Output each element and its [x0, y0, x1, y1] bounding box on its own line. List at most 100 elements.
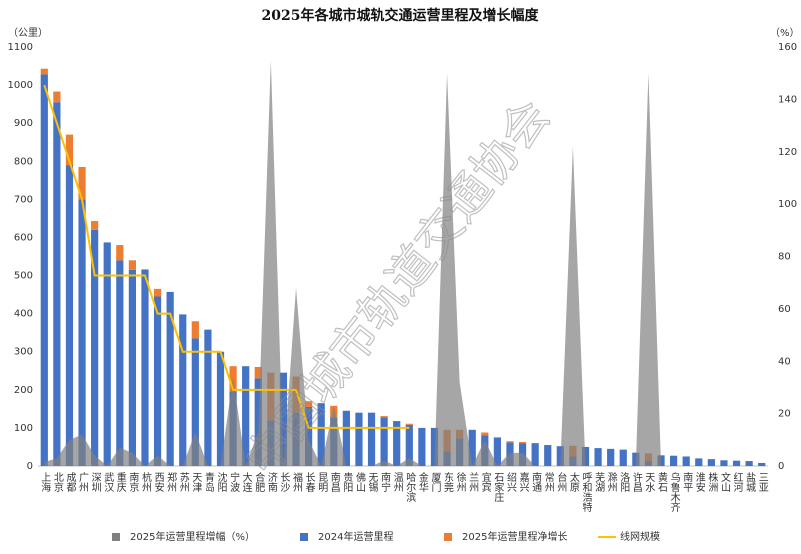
- bar-segment: [305, 401, 313, 407]
- bar-segment: [405, 424, 413, 466]
- x-tick-label: 天津: [190, 472, 202, 493]
- bar-segment: [254, 366, 262, 379]
- x-tick-label: 青岛: [202, 471, 214, 493]
- x-tick-label: 福州: [291, 471, 303, 492]
- x-tick-label: 芜湖: [593, 471, 605, 493]
- bar-segment: [380, 417, 388, 466]
- bar-segment: [53, 91, 61, 103]
- y-tick-label: 900: [14, 118, 33, 129]
- bar-segment: [720, 460, 728, 466]
- bar-segment: [745, 461, 753, 466]
- bar-segment: [78, 166, 86, 200]
- x-tick-label: 西安: [152, 472, 164, 493]
- x-tick-label: 南京: [127, 471, 139, 493]
- bar-segment: [40, 74, 48, 467]
- x-tick-label: 沈阳: [215, 471, 227, 492]
- y2-tick-label: 120: [778, 147, 797, 158]
- bar-segment: [179, 314, 187, 466]
- bar-segment: [153, 296, 162, 466]
- y-tick-label: 200: [14, 385, 33, 396]
- bar-segment: [758, 462, 766, 466]
- x-tick-label: 无锡: [366, 472, 378, 493]
- y-tick-label: 600: [14, 232, 33, 243]
- x-tick-label: 株洲: [706, 471, 718, 492]
- bar-segment: [242, 366, 250, 466]
- x-tick-label: 滁州: [605, 471, 617, 492]
- bar-segment: [556, 446, 564, 466]
- x-tick-label: 太原: [567, 471, 579, 492]
- bar-segment: [619, 449, 627, 466]
- bar-segment: [305, 406, 313, 466]
- bar-segment: [670, 455, 678, 466]
- x-tick-label: 天水: [643, 472, 655, 492]
- x-tick-label: 盐城: [744, 471, 756, 493]
- bar-segment: [65, 134, 74, 166]
- x-tick-label: 长沙: [278, 472, 290, 492]
- bar-segment: [128, 269, 136, 466]
- bar-segment: [116, 245, 124, 261]
- x-tick-label: 南昌: [328, 471, 340, 493]
- y2-tick-label: 80: [778, 252, 791, 263]
- x-tick-label: 红河: [731, 471, 743, 492]
- y2-tick-label: 160: [778, 42, 797, 53]
- x-tick-label: 呼和浩特: [580, 472, 592, 512]
- y2-tick-label: 60: [778, 304, 791, 315]
- bar-segment: [128, 260, 136, 270]
- y-tick-label: 400: [14, 309, 33, 320]
- x-tick-label: 黄石: [656, 471, 668, 492]
- line: [43, 84, 410, 429]
- bar-segment: [506, 441, 514, 443]
- legend-swatch: [112, 533, 120, 541]
- legend-label: 2024年运营里程: [318, 530, 393, 543]
- x-tick-label: 济南: [265, 471, 277, 492]
- bar-segment: [732, 460, 741, 466]
- bar-segment: [91, 229, 99, 466]
- bar-segment: [65, 165, 74, 466]
- x-tick-label: 成都: [64, 472, 76, 493]
- bar-segment: [481, 432, 489, 436]
- x-tick-label: 文山: [718, 471, 730, 492]
- y-tick-label: 700: [14, 194, 33, 205]
- bar-segment: [695, 458, 703, 466]
- y2-tick-label: 100: [778, 199, 797, 210]
- x-tick-label: 郑州: [165, 471, 177, 492]
- x-tick-label: 兰州: [467, 471, 479, 492]
- bar-segment: [657, 455, 665, 466]
- bar-segment: [367, 412, 376, 466]
- bar-segment: [53, 102, 61, 467]
- bar-segment: [531, 443, 539, 466]
- y2-tick-label: 140: [778, 94, 797, 105]
- x-tick-label: 哈尔滨: [404, 471, 416, 503]
- bar-segment: [153, 288, 162, 297]
- bar-segment: [116, 260, 124, 466]
- x-tick-label: 苏州: [177, 471, 189, 492]
- x-tick-label: 金华: [416, 471, 428, 493]
- legend-label: 2025年运营里程增幅（%）: [130, 530, 255, 543]
- x-tick-label: 杭州: [139, 471, 151, 492]
- bar-segment: [682, 456, 690, 466]
- bar-segment: [91, 221, 99, 230]
- y2-axis-label: （%）: [770, 27, 800, 39]
- x-tick-label: 宜宾: [479, 471, 491, 493]
- x-tick-label: 南平: [681, 471, 693, 493]
- bar-segment: [493, 437, 501, 466]
- legend-swatch: [300, 533, 308, 541]
- x-tick-label: 武汉: [102, 471, 114, 493]
- x-tick-label: 厦门: [429, 472, 441, 493]
- x-tick-label: 广州: [77, 472, 89, 492]
- x-tick-label: 昆明: [316, 472, 328, 493]
- bar-segment: [544, 445, 552, 466]
- x-tick-label: 许昌: [630, 472, 642, 493]
- bar-segment: [166, 291, 174, 466]
- y2-tick-label: 40: [778, 356, 791, 367]
- x-tick-label: 长春: [303, 472, 315, 493]
- bar-segment: [581, 446, 590, 466]
- y-tick-label: 500: [14, 271, 33, 282]
- y2-tick-label: 0: [778, 461, 784, 472]
- legend-swatch: [444, 533, 452, 541]
- bar-segment: [405, 423, 413, 425]
- x-tick-label: 佛山: [353, 471, 365, 492]
- x-tick-label: 大连: [240, 471, 252, 493]
- x-tick-label: 上海: [39, 472, 51, 493]
- bar-segment: [191, 338, 199, 466]
